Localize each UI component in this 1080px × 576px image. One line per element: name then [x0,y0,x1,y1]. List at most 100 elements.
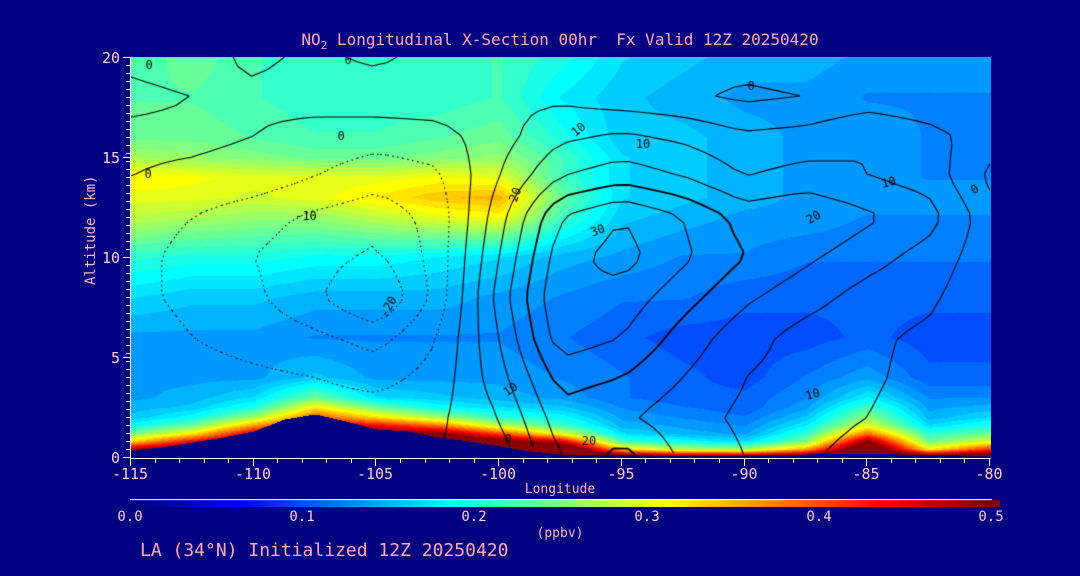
y-minor-tick [126,257,130,258]
y-tick-label: 10 [101,249,120,267]
y-minor-tick [126,209,130,210]
x-minor-tick [940,459,941,463]
y-minor-tick [126,337,130,338]
no2-xsection-canvas [131,57,991,458]
x-minor-tick [989,459,990,463]
y-minor-tick [126,137,130,138]
y-minor-tick [126,145,130,146]
colorbar-tick-label: 0.5 [978,509,1004,525]
x-axis-title: Longitude [524,482,596,497]
y-minor-tick [126,361,130,362]
y-minor-tick [126,377,130,378]
y-minor-tick [126,65,130,66]
y-minor-tick [126,249,130,250]
xsection-plot-area [130,57,991,459]
x-minor-tick [793,459,794,463]
colorbar-tick-label: 0.4 [806,509,832,525]
y-minor-tick [126,129,130,130]
colorbar [130,499,1000,507]
y-minor-tick [126,97,130,98]
y-minor-tick [126,425,130,426]
x-minor-tick [351,459,352,463]
y-minor-tick [126,273,130,274]
y-minor-tick [126,281,130,282]
x-minor-tick [179,459,180,463]
x-minor-tick [228,459,229,463]
x-minor-tick [645,459,646,463]
y-minor-tick [126,185,130,186]
x-minor-tick [817,459,818,463]
y-minor-tick [126,329,130,330]
y-minor-tick [126,153,130,154]
y-major-tick [123,157,130,158]
y-minor-tick [126,321,130,322]
y-major-tick [123,357,130,358]
chart-title-rest: Longitudinal X-Section 00hr Fx Valid 12Z… [327,30,819,49]
x-minor-tick [866,459,867,463]
y-minor-tick [126,353,130,354]
y-minor-tick [126,241,130,242]
y-minor-tick [126,113,130,114]
init-label: LA (34°N) Initialized 12Z 20250420 [140,540,509,561]
x-minor-tick [425,459,426,463]
x-tick-label: -85 [852,465,880,483]
x-minor-tick [915,459,916,463]
y-tick-label: 5 [110,349,120,367]
x-minor-tick [204,459,205,463]
y-minor-tick [126,369,130,370]
y-minor-tick [126,201,130,202]
y-minor-tick [126,105,130,106]
colorbar-tick-label: 0.0 [117,509,143,525]
y-minor-tick [126,73,130,74]
y-minor-tick [126,417,130,418]
y-minor-tick [126,449,130,450]
x-tick-label: -115 [111,465,149,483]
x-tick-label: -90 [730,465,758,483]
y-minor-tick [126,393,130,394]
x-tick-label: -105 [356,465,394,483]
y-minor-tick [126,457,130,458]
y-minor-tick [126,345,130,346]
colorbar-tick-label: 0.3 [634,509,660,525]
y-minor-tick [126,217,130,218]
x-minor-tick [155,459,156,463]
y-minor-tick [126,441,130,442]
x-minor-tick [253,459,254,463]
y-minor-tick [126,169,130,170]
y-minor-tick [126,233,130,234]
x-minor-tick [302,459,303,463]
y-minor-tick [126,433,130,434]
x-minor-tick [694,459,695,463]
x-minor-tick [670,459,671,463]
chart-title: NO2 Longitudinal X-Section 00hr Fx Valid… [130,30,990,52]
x-minor-tick [326,459,327,463]
x-minor-tick [596,459,597,463]
y-tick-label: 15 [101,149,120,167]
x-minor-tick [768,459,769,463]
x-minor-tick [498,459,499,463]
y-minor-tick [126,385,130,386]
colorbar-units: (ppbv) [536,526,584,541]
x-minor-tick [277,459,278,463]
y-minor-tick [126,121,130,122]
x-minor-tick [621,459,622,463]
y-minor-tick [126,313,130,314]
colorbar-tick-label: 0.1 [289,509,315,525]
y-minor-tick [126,161,130,162]
x-minor-tick [719,459,720,463]
x-tick-label: -110 [234,465,272,483]
x-minor-tick [572,459,573,463]
x-minor-tick [130,459,131,463]
y-minor-tick [126,225,130,226]
y-minor-tick [126,57,130,58]
x-minor-tick [842,459,843,463]
colorbar-tick-label: 0.2 [461,509,487,525]
y-minor-tick [126,193,130,194]
x-tick-label: -80 [975,465,1003,483]
x-minor-tick [449,459,450,463]
x-minor-tick [523,459,524,463]
chart-title-prefix: NO [301,30,321,49]
y-minor-tick [126,89,130,90]
y-minor-tick [126,289,130,290]
